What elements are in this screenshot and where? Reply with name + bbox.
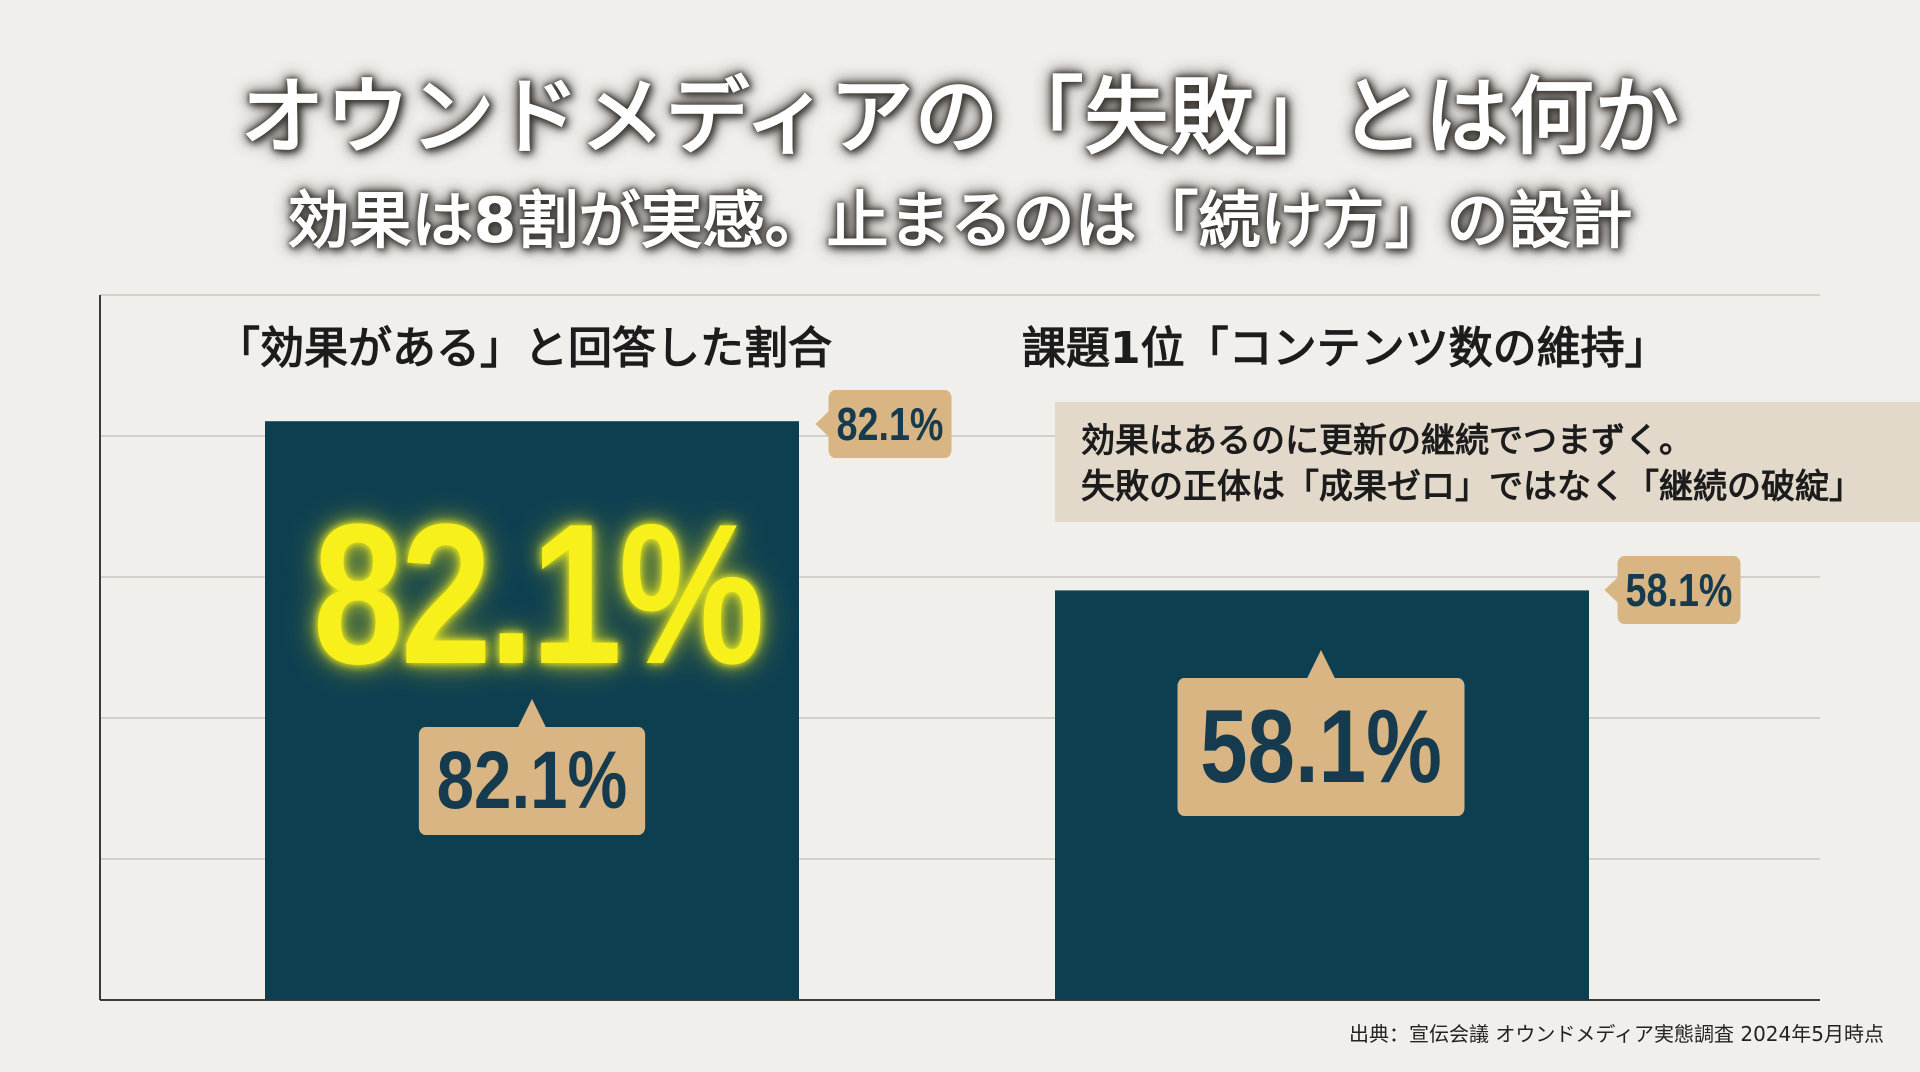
page-title: オウンドメディアの「失敗」とは何か <box>240 68 1680 166</box>
category-label-2: 課題1位「コンテンツ数の維持」 <box>1022 323 1669 374</box>
bar-value-tag-1: 82.1% <box>815 390 952 458</box>
page-subtitle: 効果は8割が実感。止まるのは「続け方」の設計 <box>287 184 1633 257</box>
bar-value-callout-2: 58.1% <box>1177 650 1465 816</box>
bar-value-callout-1: 82.1% <box>418 699 646 835</box>
note-line-1: 効果はあるのに更新の継続でつまずく。 <box>1081 421 1693 461</box>
category-label-1: 「効果がある」と回答した割合 <box>216 323 832 374</box>
source-note: 出典：宣伝会議 オウンドメディア実態調査 2024年5月時点 <box>1349 1022 1884 1046</box>
bar-value-tag-2: 58.1% <box>1604 556 1741 624</box>
highlight-value: 82.1% <box>312 483 765 706</box>
note-callout: 効果はあるのに更新の継続でつまずく。 失敗の正体は「成果ゼロ」ではなく「継続の破… <box>1055 402 1920 522</box>
note-line-2: 失敗の正体は「成果ゼロ」ではなく「継続の破綻」 <box>1081 467 1863 507</box>
